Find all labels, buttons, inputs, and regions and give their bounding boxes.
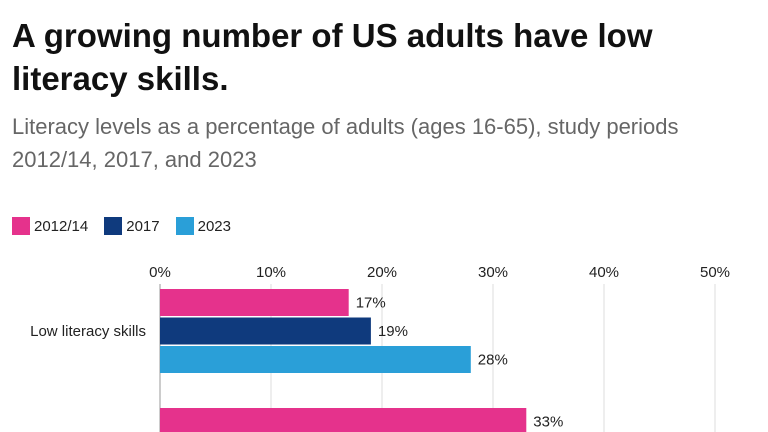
x-tick-label: 20% (367, 264, 397, 281)
bar-0-2 (160, 346, 471, 373)
x-tick-label: 10% (256, 264, 286, 281)
chart-title: A growing number of US adults have low l… (12, 17, 653, 97)
x-tick-label: 40% (589, 264, 619, 281)
legend-label-2023: 2023 (197, 217, 231, 235)
bar-1-0 (160, 408, 527, 432)
legend-item-2023: 2023 (175, 217, 231, 235)
legend-swatch-2023 (175, 217, 194, 235)
legend: 2012/14 2017 2023 (12, 217, 231, 235)
bar-0-0 (160, 289, 349, 316)
legend-item-2017: 2017 (104, 217, 160, 235)
legend-item-2012-14: 2012/14 (12, 217, 88, 235)
legend-label-2012-14: 2012/14 (34, 217, 89, 235)
legend-swatch-2012-14 (12, 217, 30, 235)
chart-subtitle: Literacy levels as a percentage of adult… (12, 114, 679, 172)
data-label: 33% (533, 414, 563, 431)
legend-swatch-2017 (104, 217, 123, 235)
data-label: 28% (478, 352, 508, 369)
category-label: Low literacy skills (30, 323, 146, 340)
x-tick-label: 0% (149, 264, 171, 281)
x-tick-label: 30% (478, 264, 508, 281)
x-tick-label: 50% (700, 264, 730, 281)
bar-0-1 (160, 317, 371, 345)
data-label: 19% (378, 323, 408, 340)
legend-label-2017: 2017 (126, 217, 160, 235)
data-label: 17% (356, 295, 386, 312)
